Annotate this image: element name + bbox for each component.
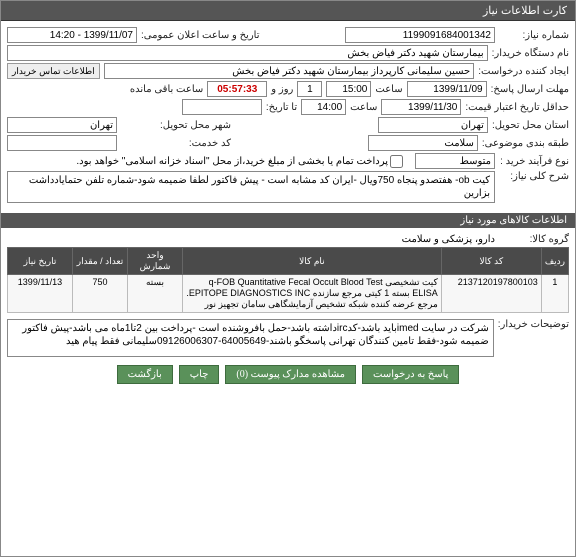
- items-section-title: اطلاعات کالاهای مورد نیاز: [1, 213, 575, 228]
- validity-date: 1399/11/30: [381, 99, 461, 115]
- time-label-1: ساعت: [375, 84, 402, 95]
- validity-label: حداقل تاریخ اعتبار قیمت:: [465, 102, 569, 113]
- col-qty: تعداد / مقدار: [73, 248, 128, 275]
- col-unit: واحد شمارش: [128, 248, 183, 275]
- main-desc-label: شرح کلی نیاز:: [499, 171, 569, 182]
- budget-value: سلامت: [368, 135, 478, 151]
- col-idx: ردیف: [541, 248, 568, 275]
- panel-title: کارت اطلاعات نیاز: [1, 1, 575, 21]
- until-label: تا تاریخ:: [266, 102, 297, 113]
- partial-pay-label: پرداخت تمام یا بخشی از مبلغ خرید،از محل …: [76, 156, 388, 167]
- items-table: ردیف کد کالا نام کالا واحد شمارش تعداد /…: [7, 247, 569, 313]
- notes-label: توضیحات خریدار:: [498, 319, 569, 330]
- until-date: [182, 99, 262, 115]
- main-desc: کیت ob- هفتصدو پنجاه 750ویال -ایران کد م…: [7, 171, 495, 203]
- source-value: [7, 135, 117, 151]
- cell-idx: 1: [541, 275, 568, 313]
- deadline-send-time: 15:00: [326, 81, 371, 97]
- deliver-city-label: شهر محل تحویل:: [121, 120, 231, 131]
- req-no-value: 1199091684001342: [345, 27, 495, 43]
- cell-date: 1399/11/13: [8, 275, 73, 313]
- creator-value: حسین سلیمانی کارپرداز بیمارستان شهید دکت…: [104, 63, 475, 79]
- deadline-send-date: 1399/11/09: [407, 81, 487, 97]
- table-row: 1 2137120197800103 کیت تشخیصی q-FOB Quan…: [8, 275, 569, 313]
- group-value: دارو، پزشکی و سلامت: [402, 234, 495, 245]
- process-type-label: نوع فرآیند خرید :: [499, 156, 569, 167]
- remain-label: ساعت باقی مانده: [130, 84, 203, 95]
- col-name: نام کالا: [183, 248, 442, 275]
- day-count: 1: [297, 81, 322, 97]
- col-date: تاریخ نیاز: [8, 248, 73, 275]
- form-area: شماره نیاز: 1199091684001342 تاریخ و ساع…: [1, 21, 575, 209]
- deliver-state-label: استان محل تحویل:: [492, 120, 569, 131]
- cell-name: کیت تشخیصی q-FOB Quantitative Fecal Occu…: [183, 275, 442, 313]
- table-header-row: ردیف کد کالا نام کالا واحد شمارش تعداد /…: [8, 248, 569, 275]
- back-button[interactable]: بازگشت: [117, 365, 173, 384]
- countdown-timer: 05:57:33: [207, 81, 267, 97]
- partial-pay-checkbox[interactable]: [390, 155, 403, 168]
- cell-qty: 750: [73, 275, 128, 313]
- time-label-2: ساعت: [350, 102, 377, 113]
- print-button[interactable]: چاپ: [179, 365, 220, 384]
- buyer-org-label: نام دستگاه خریدار:: [492, 48, 569, 59]
- deliver-city: تهران: [7, 117, 117, 133]
- reply-button[interactable]: پاسخ به درخواست: [362, 365, 459, 384]
- announce-value: 1399/11/07 - 14:20: [7, 27, 137, 43]
- col-code: کد کالا: [441, 248, 541, 275]
- notes-text: شرکت در سایت imedباید باشد-کدircداشته با…: [7, 319, 494, 357]
- budget-label: طبقه بندی موضوعی:: [482, 138, 569, 149]
- buyer-info-button[interactable]: اطلاعات تماس خریدار: [7, 63, 100, 79]
- cell-code: 2137120197800103: [441, 275, 541, 313]
- validity-time: 14:00: [301, 99, 346, 115]
- deliver-state: تهران: [378, 117, 488, 133]
- footer-buttons: پاسخ به درخواست مشاهده مدارک پیوست (0) چ…: [7, 359, 569, 390]
- creator-label: ایجاد کننده درخواست:: [478, 66, 569, 77]
- buyer-org-value: بیمارستان شهید دکتر فیاض بخش: [7, 45, 488, 61]
- process-type: متوسط: [415, 153, 495, 169]
- req-no-label: شماره نیاز:: [499, 30, 569, 41]
- day-label: روز و: [271, 84, 293, 95]
- source-label: کد خدمت:: [121, 138, 231, 149]
- announce-label: تاریخ و ساعت اعلان عمومی:: [141, 30, 260, 41]
- docs-button[interactable]: مشاهده مدارک پیوست (0): [225, 365, 356, 384]
- info-card-panel: کارت اطلاعات نیاز شماره نیاز: 1199091684…: [0, 0, 576, 557]
- deadline-send-label: مهلت ارسال پاسخ:: [491, 84, 569, 95]
- group-label: گروه کالا:: [499, 234, 569, 245]
- cell-unit: بسته: [128, 275, 183, 313]
